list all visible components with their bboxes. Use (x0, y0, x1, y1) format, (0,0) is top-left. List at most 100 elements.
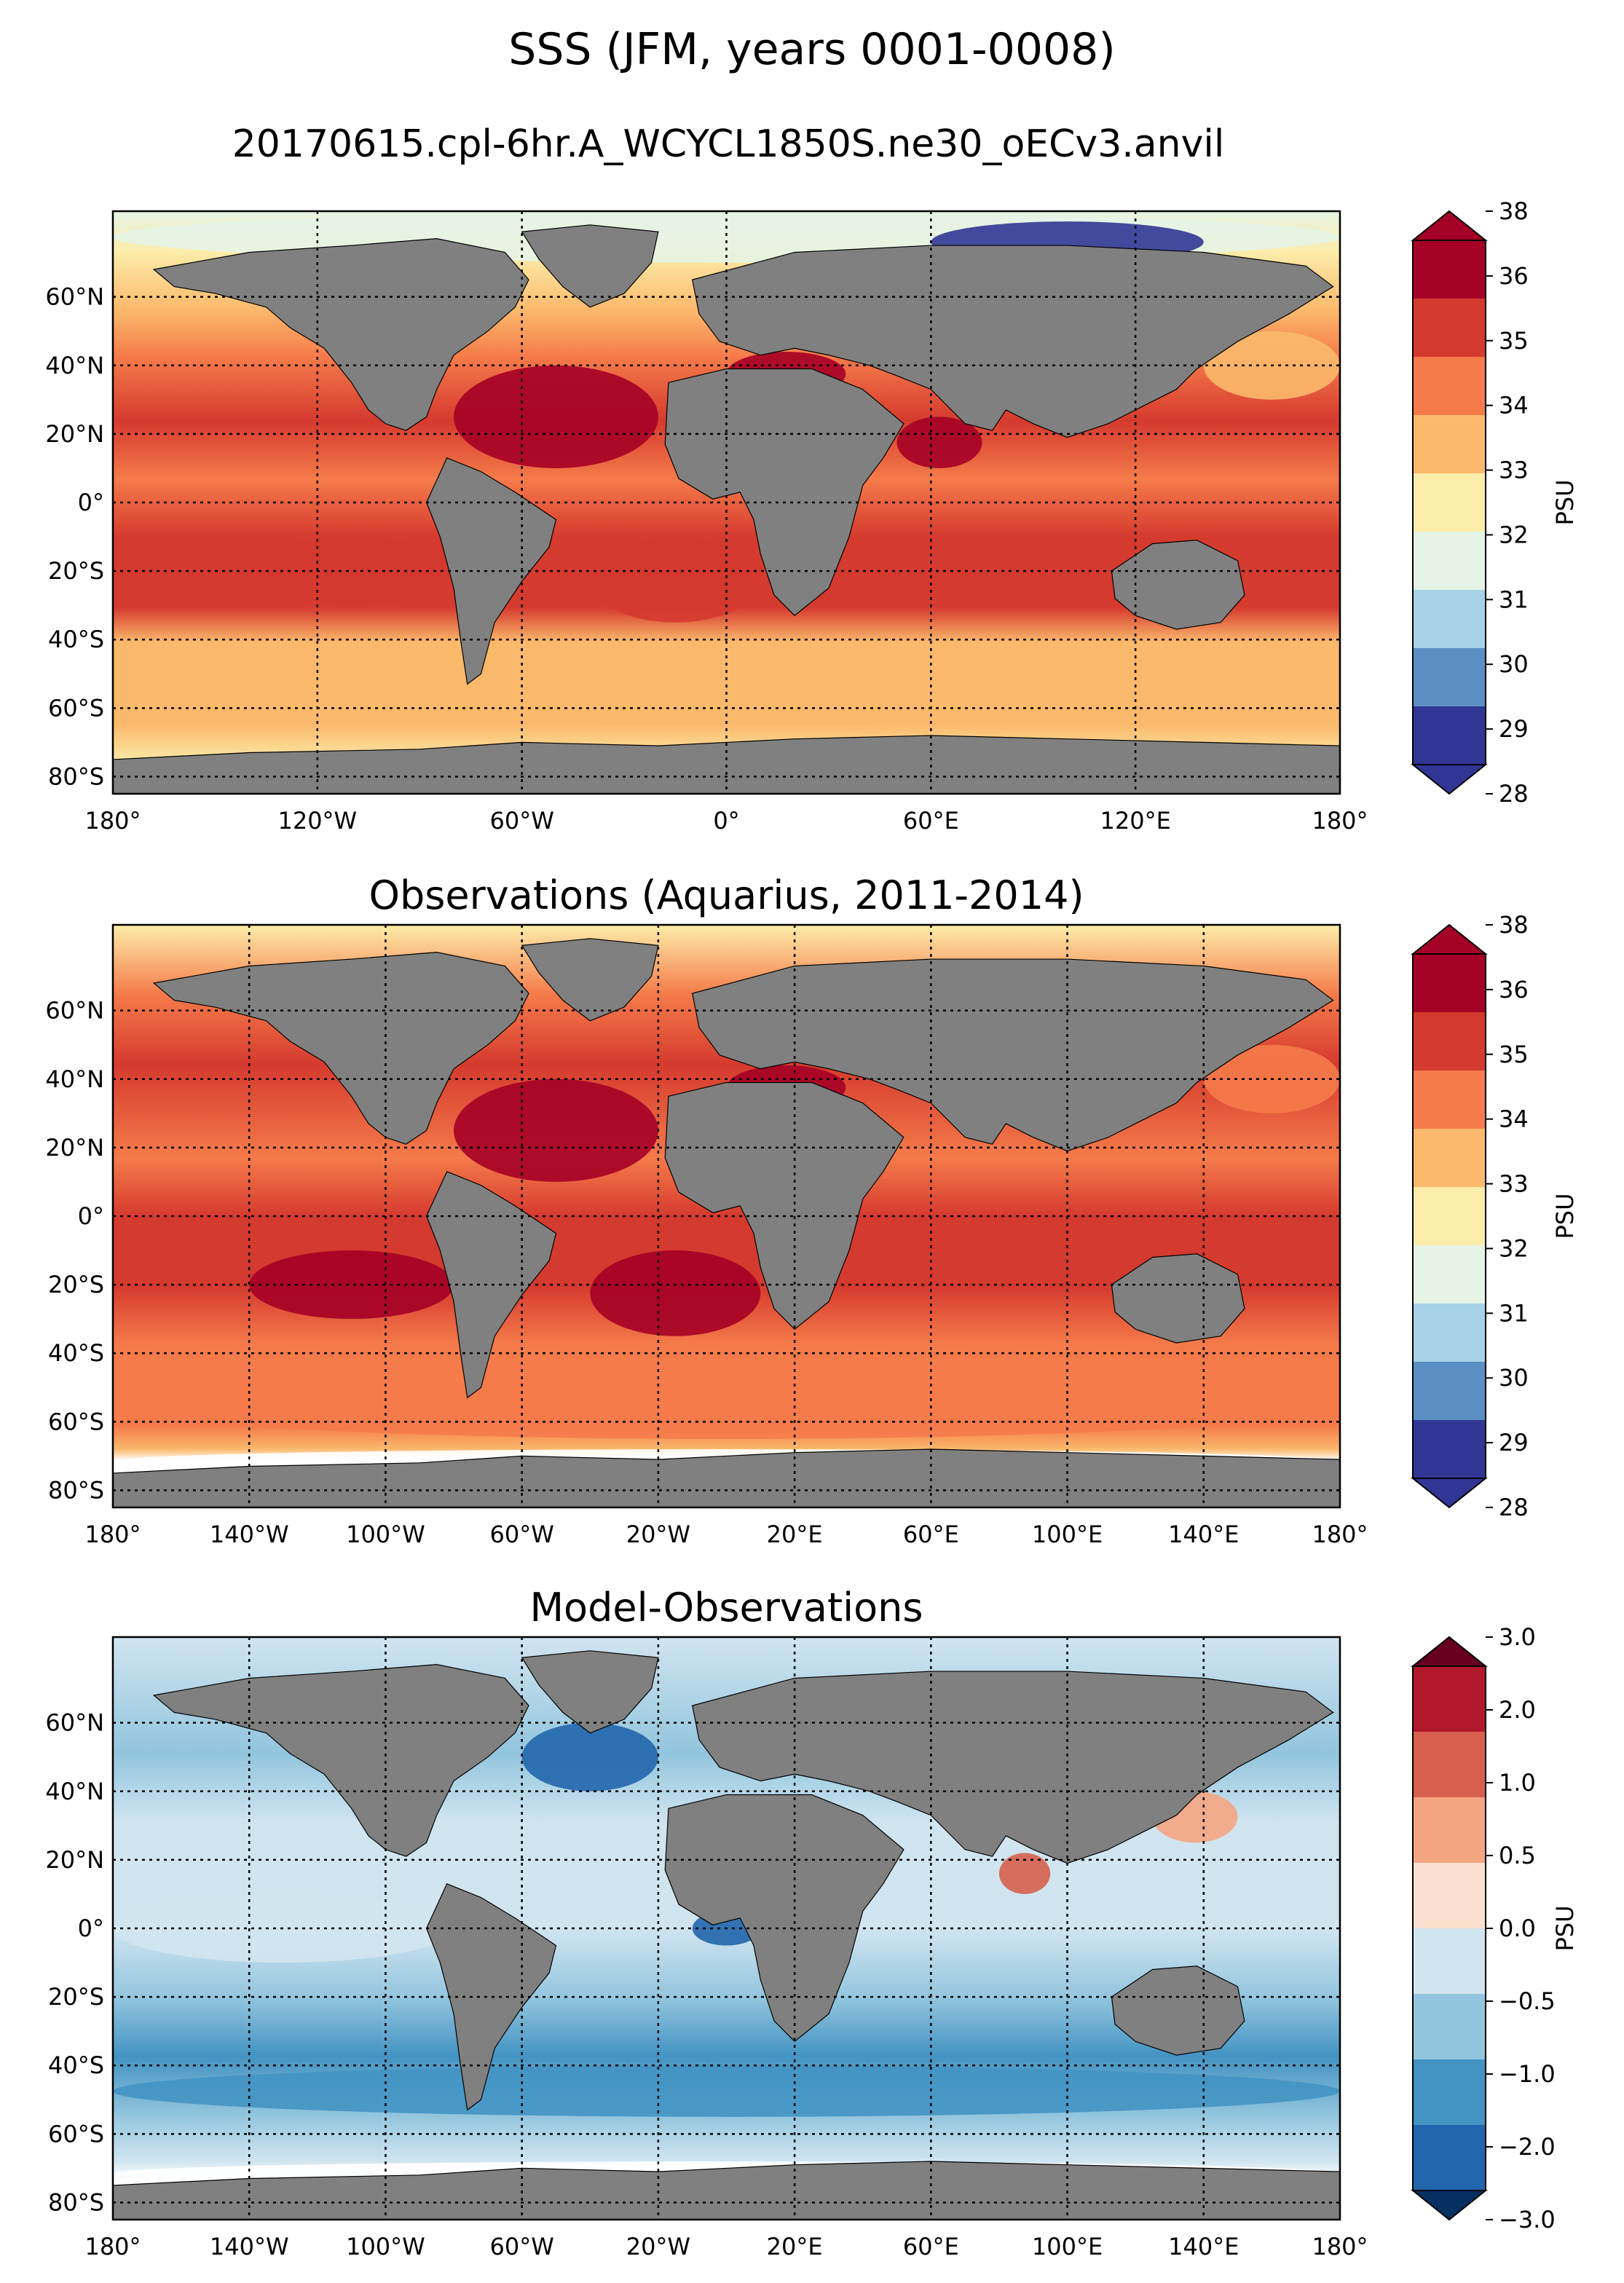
colorbar-tick-label: 33 (1499, 457, 1529, 484)
x-tick-label: 20°E (767, 2233, 823, 2260)
colorbar-tick-label: −2.0 (1499, 2133, 1556, 2161)
colorbar-tick-label: 29 (1499, 1429, 1529, 1456)
colorbar-tick-label: 28 (1499, 1494, 1529, 1521)
x-tick-label: 0° (713, 807, 739, 835)
region-southern-ocean (113, 2065, 1340, 2117)
x-tick-label: 60°W (489, 1521, 553, 1548)
x-tick-label: 60°E (903, 2233, 959, 2260)
colorbar-segment (1413, 1732, 1486, 1797)
colorbar-extend-min (1411, 764, 1488, 795)
colorbar-extend-max (1411, 923, 1488, 955)
map-frame (111, 210, 1341, 795)
colorbar-tick-label: 31 (1499, 585, 1529, 613)
colorbar-extend-min (1411, 1478, 1488, 1509)
x-tick-label: 20°E (767, 1521, 823, 1548)
y-tick-label: 20°N (45, 1846, 104, 1874)
difference-map-panel: Model-Observations 180° 140°W 100°W 60°W 20°W… (45, 1585, 1579, 2260)
x-tick-label: 140°E (1168, 2233, 1239, 2260)
colorbar-segment (1413, 1304, 1486, 1362)
colorbar-label: PSU (1551, 1193, 1579, 1239)
colorbar-tick-label: 31 (1499, 1299, 1529, 1327)
x-tick-label: 180° (84, 2233, 141, 2260)
y-tick-label: 40°N (45, 1065, 104, 1093)
x-tick-label: 140°W (210, 2233, 289, 2260)
colorbar-tick-label: 0.0 (1499, 1915, 1536, 1942)
x-tick-label: 180° (1312, 807, 1368, 835)
map-frame (111, 923, 1341, 1509)
x-tick-label: 60°W (489, 2233, 553, 2260)
y-tick-label: 40°S (48, 1339, 104, 1367)
colorbar-tick-label: 30 (1499, 1364, 1529, 1392)
region-atlantic-subtropics (454, 365, 658, 468)
y-tick-label: 40°S (48, 626, 104, 653)
y-tick-label: 80°S (48, 762, 104, 790)
colorbar-segment (1413, 1666, 1486, 1732)
region-labrador-n-atlantic (521, 1722, 658, 1791)
colorbar-segment (1413, 1863, 1486, 1928)
colorbar-segment (1413, 1797, 1486, 1863)
figure-subtitle: 20170615.cpl-6hr.A_WCYCL1850S.ne30_oECv3… (232, 122, 1225, 166)
region-atlantic-subtropics (454, 1079, 658, 1182)
colorbar-segment (1413, 954, 1486, 1012)
colorbar-segment (1413, 240, 1486, 299)
x-tick-label: 100°W (346, 1521, 425, 1548)
y-tick-label: 60°S (48, 1408, 104, 1435)
region-south-atlantic (590, 537, 761, 623)
colorbar-tick-label: −3.0 (1499, 2206, 1556, 2233)
colorbar-segment (1413, 473, 1486, 532)
colorbar-tick-label: −1.0 (1499, 2060, 1556, 2088)
colorbar-tick-label: 32 (1499, 1234, 1529, 1262)
colorbar-segment (1413, 1070, 1486, 1129)
colorbar-extend-min (1411, 2190, 1488, 2221)
colorbar-tick-label: 36 (1499, 262, 1529, 290)
colorbar-tick-label: 0.5 (1499, 1842, 1536, 1869)
figure-title: SSS (JFM, years 0001-0008) (508, 24, 1116, 75)
colorbar-tick-label: 36 (1499, 976, 1529, 1004)
panel-title: Observations (Aquarius, 2011-2014) (368, 872, 1084, 918)
colorbar-tick-label: 34 (1499, 392, 1529, 419)
colorbar-segment (1413, 1245, 1486, 1304)
colorbar-extend-max (1411, 210, 1488, 241)
x-tick-label: 120°E (1100, 807, 1171, 835)
colorbar-extend-max (1411, 1636, 1488, 1667)
x-tick-label: 100°E (1032, 1521, 1103, 1548)
x-tick-label: 60°E (903, 1521, 959, 1548)
region-bay-of-bengal (998, 1853, 1051, 1894)
region-southern-ocean (113, 1370, 1340, 1439)
colorbar-tick-label: 1.0 (1499, 1769, 1536, 1797)
observations-map-panel: Observations (Aquarius, 2011-2014) 180° 14… (45, 872, 1579, 1548)
colorbar-segment (1413, 1012, 1486, 1070)
colorbar-tick-label: 29 (1499, 715, 1529, 743)
x-tick-label: 180° (84, 1521, 141, 1548)
colorbar-segment (1413, 648, 1486, 706)
colorbar-frame (1412, 240, 1486, 765)
colorbar-segment (1413, 2059, 1486, 2125)
colorbar-segment (1413, 532, 1486, 590)
colorbar-segment (1413, 415, 1486, 473)
y-tick-label: 20°S (48, 1983, 104, 2011)
y-tick-label: 20°S (48, 557, 104, 585)
map-frame (111, 1636, 1341, 2221)
colorbar-segment (1413, 1928, 1486, 1994)
y-tick-label: 80°S (48, 2188, 104, 2216)
x-tick-label: 120°W (277, 807, 357, 835)
x-tick-label: 60°E (903, 807, 959, 835)
x-tick-label: 180° (1312, 1521, 1368, 1548)
colorbar-segment (1413, 590, 1486, 648)
x-tick-label: 140°E (1168, 1521, 1239, 1548)
region-tropical-pacific (113, 1893, 454, 1963)
x-tick-label: 20°W (626, 2233, 690, 2260)
colorbar-tick-label: −0.5 (1499, 1987, 1556, 2015)
y-tick-label: 60°N (45, 1709, 104, 1737)
colorbar-segment (1413, 706, 1486, 765)
region-arabian-sea (896, 417, 982, 468)
x-tick-label: 60°W (489, 807, 553, 835)
x-tick-label: 140°W (210, 1521, 289, 1548)
y-tick-label: 60°N (45, 997, 104, 1025)
y-tick-label: 40°S (48, 2051, 104, 2079)
y-tick-label: 0° (78, 1202, 104, 1230)
x-tick-label: 20°W (626, 1521, 690, 1548)
y-tick-label: 60°S (48, 694, 104, 722)
region-south-pacific (249, 1250, 454, 1320)
colorbar-tick-label: 38 (1499, 911, 1529, 939)
